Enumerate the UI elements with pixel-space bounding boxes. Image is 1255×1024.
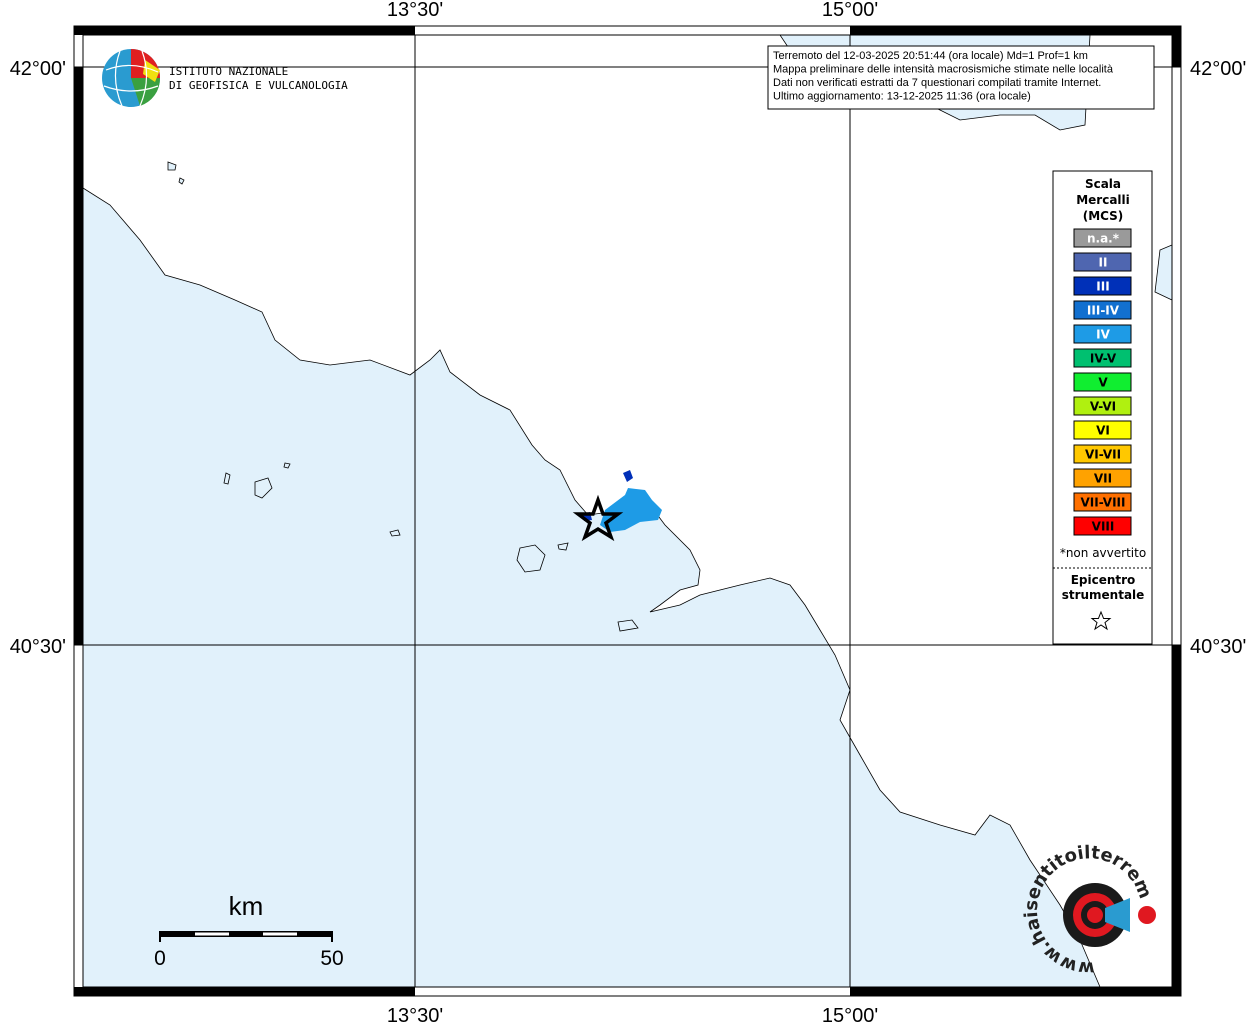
svg-text:ISTITUTO NAZIONALE: ISTITUTO NAZIONALE	[169, 65, 288, 78]
legend-label: IV-V	[1090, 352, 1117, 366]
legend-label: VII-VIII	[1080, 496, 1125, 510]
scale-label: 0	[154, 947, 166, 970]
legend-swatch	[1073, 396, 1132, 416]
svg-text:DI GEOFISICA E VULCANOLOGIA: DI GEOFISICA E VULCANOLOGIA	[169, 79, 348, 92]
legend-swatch	[1073, 324, 1132, 344]
lon-label: 13°30'	[387, 0, 443, 21]
legend-swatch	[1073, 228, 1132, 248]
legend-swatch	[1073, 372, 1132, 392]
legend-swatch	[1073, 252, 1132, 272]
info-line: Ultimo aggiornamento: 13-12-2025 11:36 (…	[773, 91, 1031, 103]
legend-swatch	[1073, 300, 1132, 320]
scale-label: 50	[320, 947, 343, 970]
land	[82, 34, 1173, 988]
ingv-logo: ISTITUTO NAZIONALE DI GEOFISICA E VULCAN…	[102, 49, 348, 107]
info-line: Terremoto del 12-03-2025 20:51:44 (ora l…	[773, 50, 1088, 62]
legend-swatch	[1073, 444, 1132, 464]
legend-label: VIII	[1092, 520, 1115, 534]
info-line: Dati non verificati estratti da 7 questi…	[773, 77, 1101, 89]
legend-label: n.a.*	[1087, 232, 1120, 246]
legend-epicenter: Epicentro	[1071, 573, 1136, 587]
info-line: Mappa preliminare delle intensità macros…	[773, 64, 1114, 76]
epicenter-star	[572, 494, 624, 542]
intensity-area-small	[582, 470, 633, 521]
legend-swatch	[1073, 420, 1132, 440]
legend-label: VI	[1096, 424, 1110, 438]
legend-epicenter: strumentale	[1062, 588, 1145, 602]
islands	[167, 161, 639, 632]
legend-swatch	[1073, 516, 1132, 536]
legend-title: Scala	[1085, 177, 1121, 191]
lat-label: 42°00'	[1190, 58, 1246, 80]
legend-swatch	[1073, 348, 1132, 368]
legend-swatch	[1073, 492, 1132, 512]
lon-label: 15°00'	[822, 0, 878, 21]
intensity-area	[600, 488, 662, 532]
legend-label: III-IV	[1087, 304, 1120, 318]
lat-label: 42°00'	[10, 58, 66, 80]
legend-note: *non avvertito	[1060, 546, 1146, 560]
legend-label: V	[1098, 376, 1108, 390]
lat-label: 40°30'	[1190, 636, 1246, 658]
legend-label: III	[1096, 280, 1109, 294]
legend-label: VII	[1094, 472, 1112, 486]
lon-label: 13°30'	[387, 1005, 443, 1024]
legend-swatch	[1073, 276, 1132, 296]
legend-title: Mercalli	[1076, 193, 1130, 207]
legend-label: IV	[1096, 328, 1110, 342]
legend-star	[1090, 610, 1112, 631]
frame	[73, 25, 1182, 997]
lat-label: 40°30'	[10, 636, 66, 658]
legend-title: (MCS)	[1083, 209, 1124, 223]
legend-label: VI-VII	[1085, 448, 1121, 462]
info-box	[767, 45, 1155, 110]
scale-unit: km	[229, 891, 264, 921]
lon-label: 15°00'	[822, 1005, 878, 1024]
legend-swatch	[1073, 468, 1132, 488]
legend-label: II	[1099, 256, 1108, 270]
scale-bar	[159, 931, 333, 942]
legend-label: V-VI	[1090, 400, 1116, 414]
